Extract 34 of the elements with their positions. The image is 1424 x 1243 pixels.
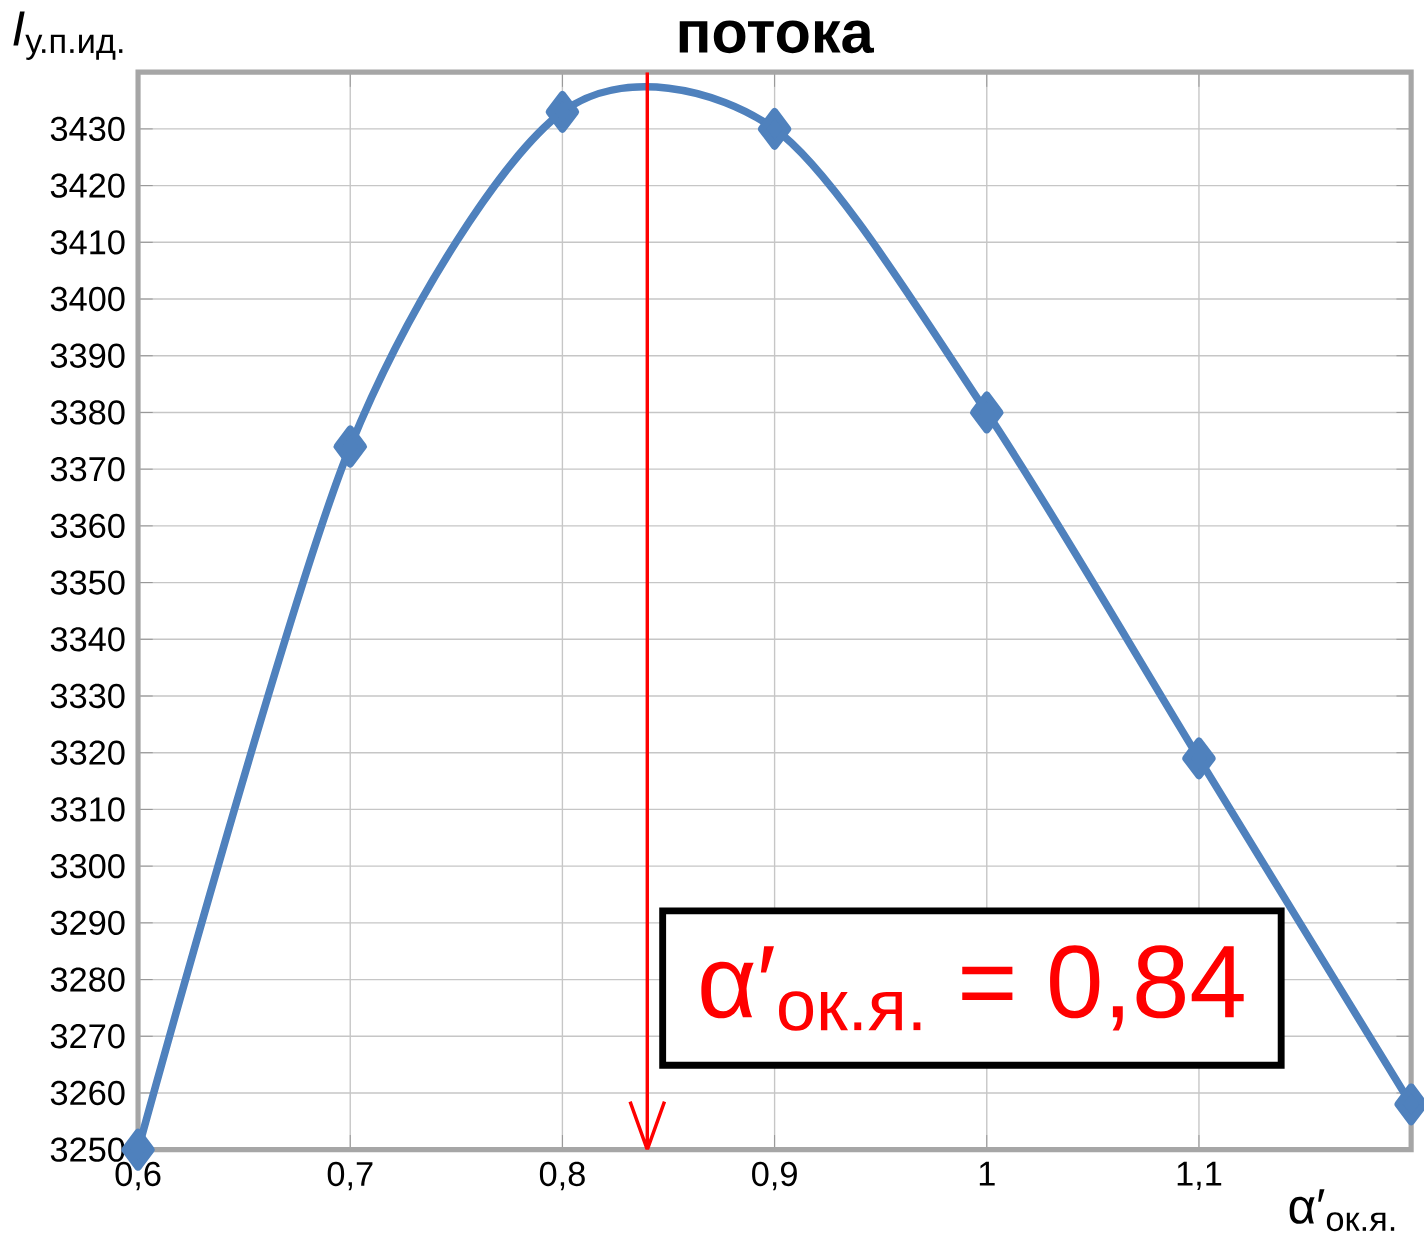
y-tick-label: 3310	[50, 797, 125, 822]
chart-title: потока	[679, 20, 874, 54]
y-tick-label: 3340	[50, 627, 125, 652]
x-tick-label: 1	[979, 1162, 995, 1186]
y-tick-label: 3420	[50, 173, 125, 198]
y-tick-label: 3360	[50, 513, 125, 539]
x-tick-label: 0,7	[327, 1162, 373, 1191]
point	[1182, 737, 1216, 780]
x-tick-label: 0,8	[539, 1162, 585, 1191]
y-tick-label: 3300	[50, 854, 125, 879]
x-tick-label: 1,1	[1177, 1162, 1222, 1191]
y-tick-label: 3320	[50, 740, 125, 766]
y-tick-label: 3260	[50, 1081, 125, 1106]
point	[545, 91, 580, 134]
y-tick-label: 3350	[50, 570, 125, 595]
x-axis-title: α′$_{ок.я.}$	[1289, 1189, 1395, 1232]
y-tick-label: 3380	[50, 400, 125, 425]
y-tick-label: 3390	[50, 343, 125, 369]
y-axis-title: I$_{у.п.ид.}$	[13, 11, 123, 61]
point	[757, 108, 792, 151]
y-tick-label: 3370	[50, 457, 125, 482]
y-tick-label: 3250	[50, 1137, 125, 1163]
annotation: α′$_{ок.я.}$ = 0,84	[701, 945, 1244, 1032]
y-tick-label: 3290	[50, 910, 125, 936]
y-tick-label: 3400	[50, 287, 125, 312]
y-tick-label: 3430	[50, 116, 125, 142]
y-tick-label: 3280	[50, 967, 125, 992]
point	[333, 425, 367, 468]
y-tick-label: 3270	[50, 1024, 125, 1049]
x-tick-label: 0,6	[115, 1162, 161, 1191]
x-tick-label: 0,9	[752, 1162, 797, 1191]
y-tick-label: 3410	[50, 230, 125, 255]
y-tick-label: 3330	[50, 684, 125, 709]
point	[970, 391, 1004, 434]
